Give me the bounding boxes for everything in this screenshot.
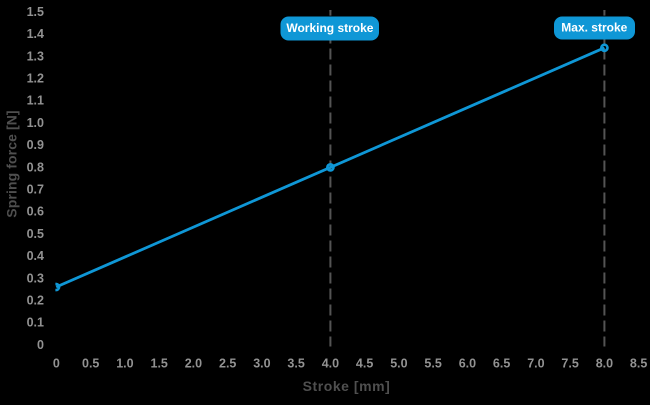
svg-text:6.5: 6.5 (493, 357, 510, 371)
svg-text:1.3: 1.3 (27, 49, 44, 63)
svg-text:0.6: 0.6 (27, 205, 44, 219)
svg-text:2.0: 2.0 (185, 357, 202, 371)
svg-text:0: 0 (53, 357, 60, 371)
svg-text:1.2: 1.2 (27, 72, 44, 86)
svg-text:0.4: 0.4 (27, 249, 44, 263)
svg-text:0: 0 (37, 338, 44, 352)
svg-text:1.1: 1.1 (27, 94, 44, 108)
svg-text:8.0: 8.0 (596, 357, 613, 371)
svg-text:1.5: 1.5 (27, 5, 44, 19)
svg-text:0.5: 0.5 (27, 227, 44, 241)
svg-text:7.5: 7.5 (561, 357, 578, 371)
svg-text:0.8: 0.8 (27, 160, 44, 174)
svg-text:4.5: 4.5 (356, 357, 373, 371)
svg-text:Spring force [N]: Spring force [N] (4, 110, 20, 217)
svg-text:0.3: 0.3 (27, 271, 44, 285)
svg-text:6.0: 6.0 (459, 357, 476, 371)
svg-text:0.7: 0.7 (27, 183, 44, 197)
svg-text:3.5: 3.5 (287, 357, 304, 371)
svg-text:8.5: 8.5 (630, 357, 647, 371)
svg-text:1.5: 1.5 (151, 357, 168, 371)
svg-text:5.0: 5.0 (390, 357, 407, 371)
svg-text:1.4: 1.4 (27, 27, 44, 41)
svg-text:5.5: 5.5 (424, 357, 441, 371)
svg-text:Working stroke: Working stroke (286, 21, 373, 35)
svg-text:0.9: 0.9 (27, 138, 44, 152)
svg-text:2.5: 2.5 (219, 357, 236, 371)
svg-text:Stroke [mm]: Stroke [mm] (303, 378, 391, 394)
svg-text:1.0: 1.0 (27, 116, 44, 130)
svg-text:Max. stroke: Max. stroke (561, 21, 627, 35)
svg-text:1.0: 1.0 (116, 357, 133, 371)
svg-text:0.2: 0.2 (27, 294, 44, 308)
svg-text:0.5: 0.5 (82, 357, 99, 371)
svg-text:3.0: 3.0 (253, 357, 270, 371)
svg-text:4.0: 4.0 (322, 357, 339, 371)
svg-text:7.0: 7.0 (527, 357, 544, 371)
svg-text:0.1: 0.1 (27, 316, 44, 330)
